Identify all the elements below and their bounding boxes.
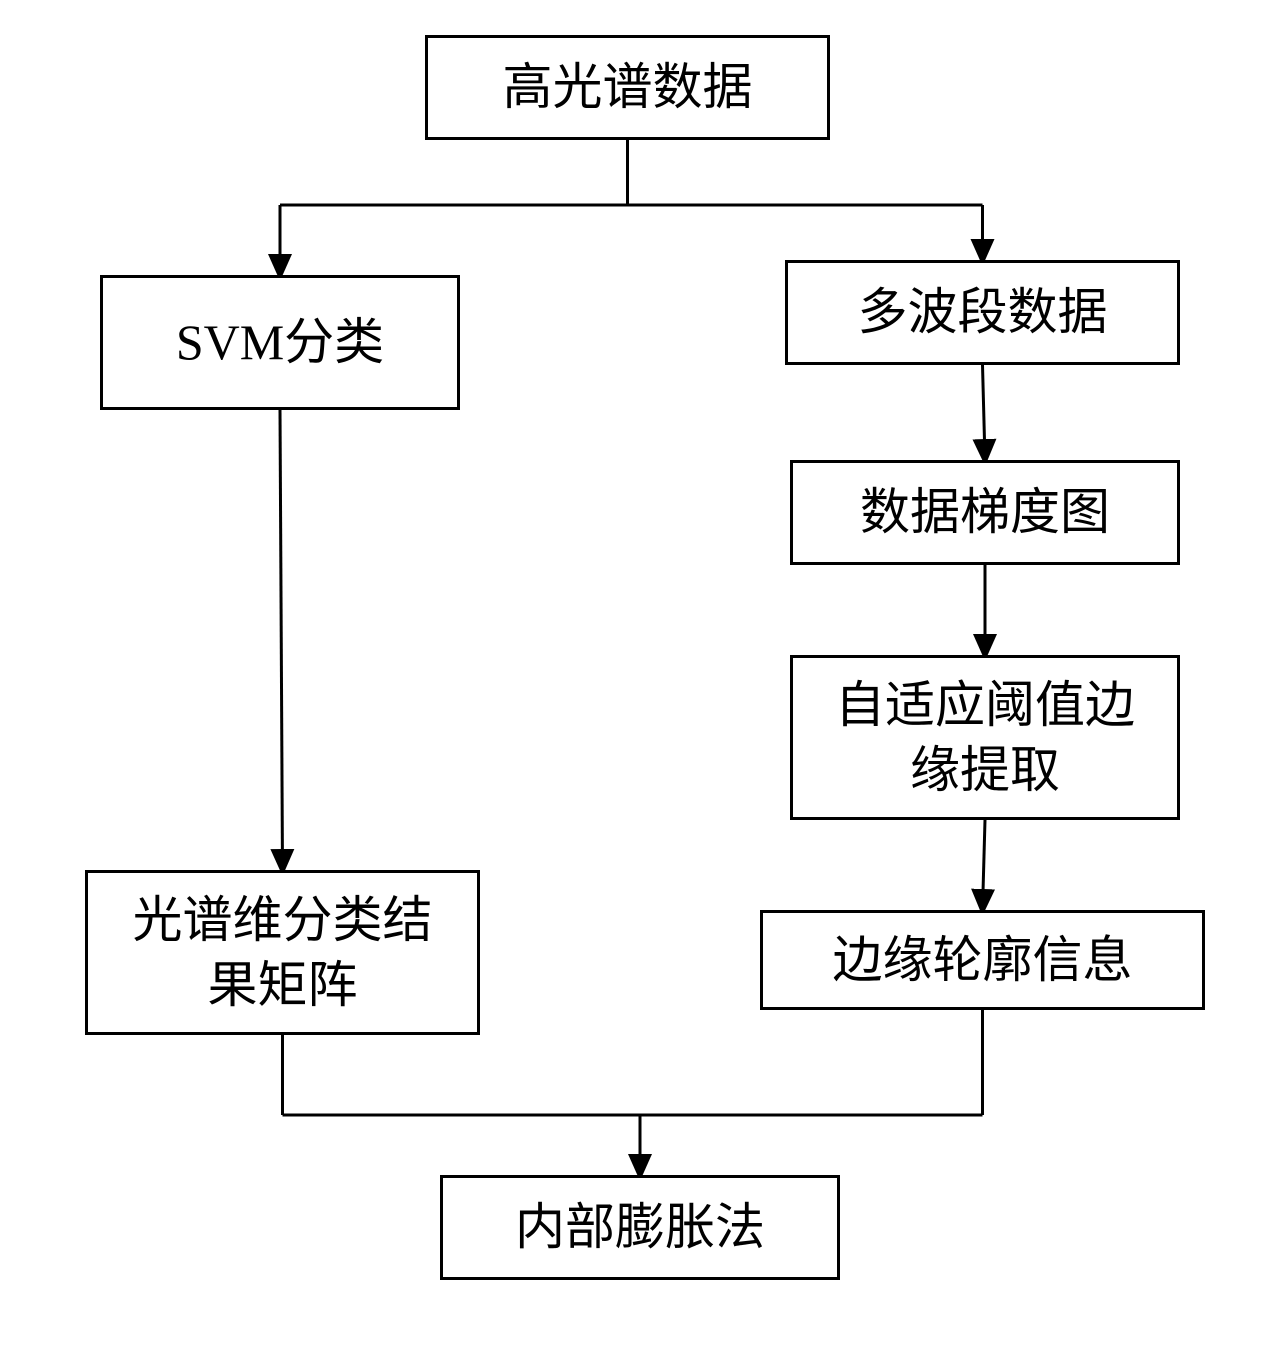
node-dilation: 内部膨胀法 bbox=[440, 1175, 840, 1280]
node-threshold: 自适应阈值边缘提取 bbox=[790, 655, 1180, 820]
node-spectral-label: 光谱维分类结果矩阵 bbox=[108, 888, 457, 1018]
node-top-label: 高光谱数据 bbox=[503, 55, 753, 120]
node-gradient-label: 数据梯度图 bbox=[860, 480, 1110, 545]
node-threshold-label: 自适应阈值边缘提取 bbox=[813, 673, 1157, 803]
node-spectral: 光谱维分类结果矩阵 bbox=[85, 870, 480, 1035]
node-top: 高光谱数据 bbox=[425, 35, 830, 140]
node-svm-label: SVM分类 bbox=[176, 310, 384, 375]
node-gradient: 数据梯度图 bbox=[790, 460, 1180, 565]
node-svm: SVM分类 bbox=[100, 275, 460, 410]
node-dilation-label: 内部膨胀法 bbox=[515, 1195, 765, 1260]
node-multiband: 多波段数据 bbox=[785, 260, 1180, 365]
node-multiband-label: 多波段数据 bbox=[858, 280, 1108, 345]
node-edge-label: 边缘轮廓信息 bbox=[833, 928, 1133, 993]
node-edge: 边缘轮廓信息 bbox=[760, 910, 1205, 1010]
